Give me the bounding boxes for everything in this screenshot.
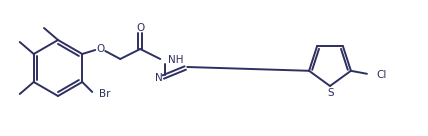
Text: S: S xyxy=(328,88,334,98)
Text: Cl: Cl xyxy=(376,70,386,80)
Text: NH: NH xyxy=(168,55,184,65)
Text: O: O xyxy=(96,44,104,54)
Text: Br: Br xyxy=(99,89,111,99)
Text: N: N xyxy=(155,73,163,83)
Text: O: O xyxy=(136,23,144,33)
